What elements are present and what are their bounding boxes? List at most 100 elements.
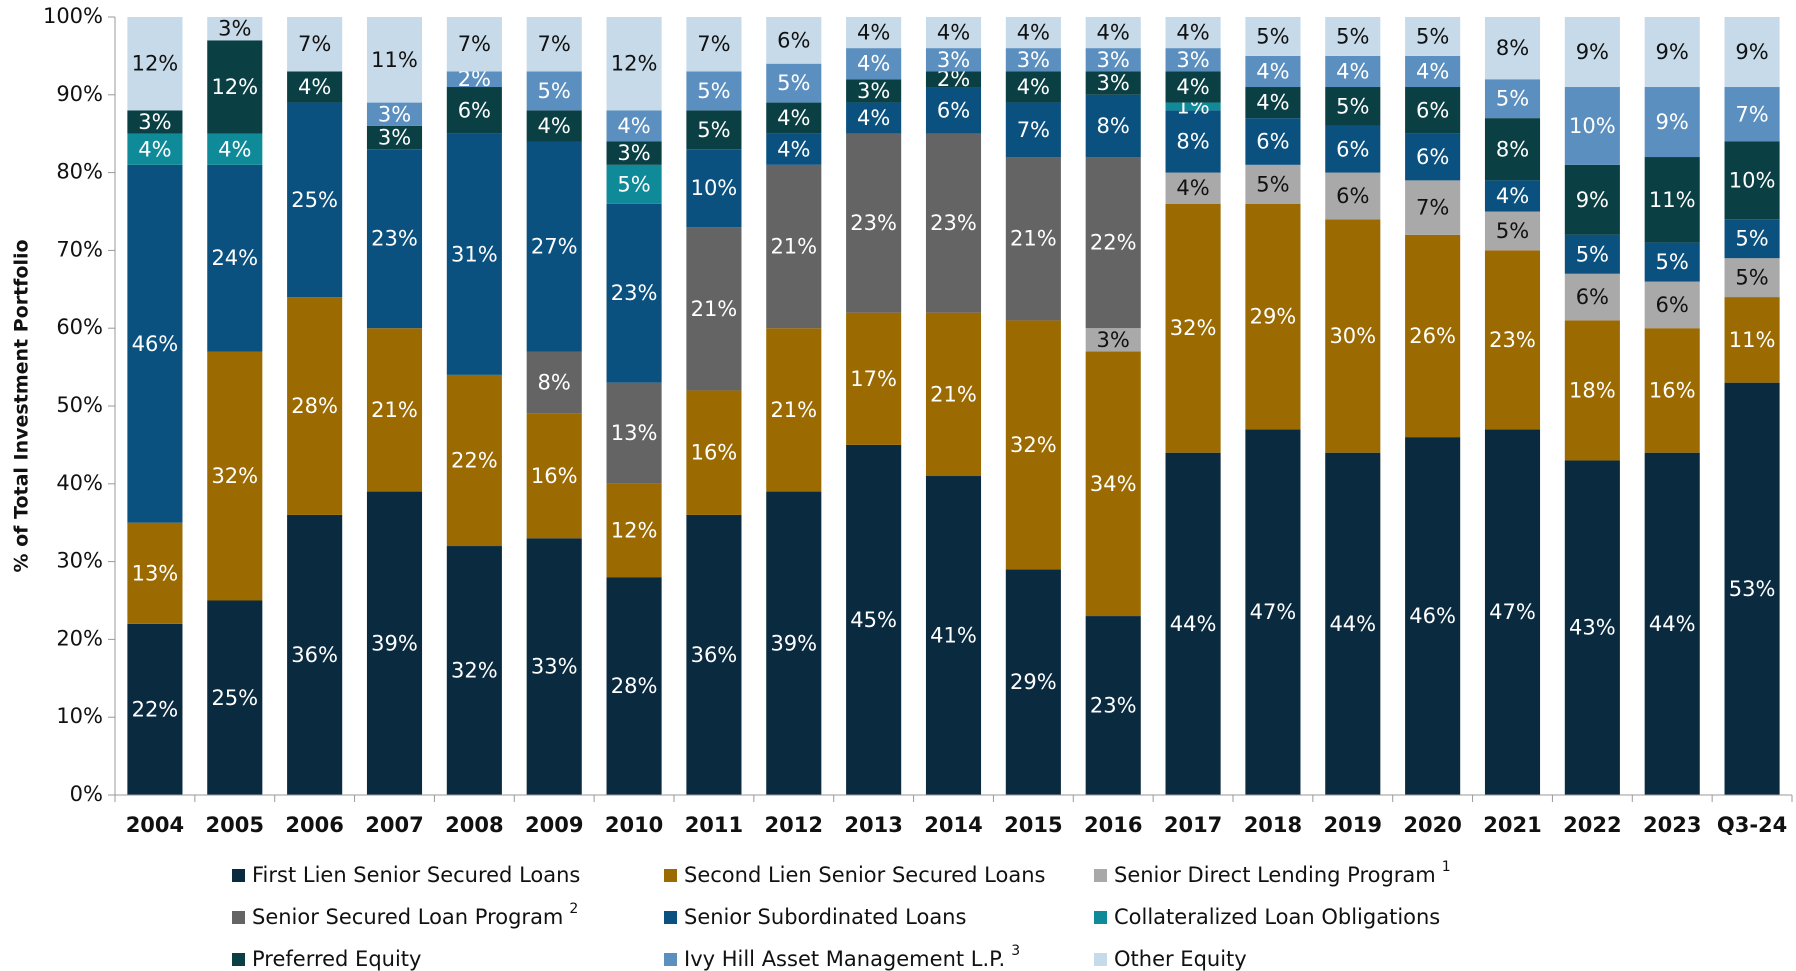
- bar-segment: [925, 48, 982, 72]
- data-label: 4%: [1017, 75, 1050, 99]
- y-tick-label: 90%: [56, 82, 103, 106]
- bar-segment: [846, 444, 902, 795]
- bar-segment: [1245, 17, 1301, 56]
- data-label: 5%: [777, 71, 810, 95]
- bar-segment: [1724, 17, 1780, 88]
- bar-segment: [1484, 180, 1541, 212]
- bar-segment: [1085, 157, 1141, 329]
- data-label: 21%: [1010, 227, 1057, 251]
- bar-segment: [1005, 569, 1061, 795]
- y-tick-label: 0%: [70, 782, 103, 806]
- y-tick-label: 70%: [56, 237, 103, 261]
- legend-name: Collateralized Loan Obligations: [1114, 905, 1440, 929]
- data-label: 47%: [1489, 600, 1536, 624]
- data-label: 22%: [451, 448, 498, 472]
- bar-segment: [1724, 297, 1780, 383]
- data-label: 21%: [691, 297, 738, 321]
- bar-segment: [1325, 219, 1381, 453]
- bar-segment: [287, 17, 343, 72]
- bar-segment: [1005, 320, 1061, 570]
- bar-segment: [1165, 71, 1221, 103]
- data-label: 10%: [691, 176, 738, 200]
- data-label: 7%: [1416, 196, 1449, 220]
- data-label: 7%: [1017, 118, 1050, 142]
- data-label: 5%: [1656, 250, 1689, 274]
- data-label: 27%: [531, 235, 578, 259]
- data-label: 6%: [1256, 129, 1289, 153]
- data-label: 5%: [1735, 227, 1768, 251]
- bar-segment: [526, 17, 582, 72]
- bar-segment: [766, 133, 822, 165]
- data-label: 34%: [1090, 472, 1137, 496]
- bar-segment: [1405, 87, 1461, 134]
- bar-segment: [1165, 203, 1221, 453]
- data-label: 4%: [218, 137, 251, 161]
- data-label: 4%: [538, 114, 571, 138]
- data-label: 31%: [451, 242, 498, 266]
- legend-swatch: [664, 953, 677, 966]
- bar-segment: [287, 297, 343, 515]
- bar-segment: [1325, 87, 1381, 126]
- data-label: 6%: [458, 98, 491, 122]
- legend-swatch: [232, 911, 245, 924]
- bar-segment: [606, 483, 662, 578]
- data-label: 5%: [1336, 94, 1369, 118]
- bar-segment: [1085, 17, 1141, 49]
- data-label: 46%: [1409, 604, 1456, 628]
- x-tick-label: 2013: [844, 813, 902, 837]
- bar-segment: [686, 149, 742, 228]
- data-label: 23%: [850, 211, 897, 235]
- bar-segment: [606, 141, 662, 165]
- bar-segment: [526, 71, 582, 111]
- y-tick-label: 60%: [56, 315, 103, 339]
- bar-segment: [686, 227, 742, 391]
- data-label: 6%: [777, 28, 810, 52]
- bar-segment: [1564, 234, 1620, 274]
- data-label: 6%: [1656, 293, 1689, 317]
- legend-swatch: [664, 911, 677, 924]
- data-label: 11%: [1649, 188, 1696, 212]
- bar-segment: [1484, 250, 1541, 430]
- data-label: 32%: [1170, 316, 1217, 340]
- bar-segment: [366, 328, 423, 492]
- data-label: 4%: [1336, 59, 1369, 83]
- legend-label: Collateralized Loan Obligations: [1114, 905, 1440, 929]
- data-label: 5%: [1416, 24, 1449, 48]
- data-label: 8%: [1176, 129, 1209, 153]
- bar-segment: [766, 102, 822, 134]
- legend-label: Other Equity: [1114, 947, 1247, 971]
- data-label: 36%: [291, 643, 338, 667]
- data-label: 4%: [298, 75, 331, 99]
- bar-segment: [207, 351, 263, 601]
- y-tick-label: 50%: [56, 393, 103, 417]
- bar-segment: [766, 328, 822, 492]
- bar-segment: [1005, 48, 1061, 72]
- bar-segment: [846, 17, 902, 49]
- data-label: 5%: [617, 172, 650, 196]
- data-label: 5%: [1256, 24, 1289, 48]
- bar-segment: [1005, 17, 1061, 49]
- data-label: 32%: [211, 464, 258, 488]
- bar-segment: [686, 17, 742, 72]
- x-tick-label: 2005: [206, 813, 264, 837]
- bar-segment: [1644, 328, 1700, 453]
- data-label: 18%: [1569, 378, 1616, 402]
- data-label: 12%: [211, 75, 258, 99]
- data-label: 6%: [937, 98, 970, 122]
- bar-segment: [925, 312, 982, 477]
- bar-segment: [207, 133, 263, 165]
- data-label: 44%: [1649, 612, 1696, 636]
- bar-segment: [1484, 429, 1541, 795]
- data-label: 47%: [1250, 600, 1297, 624]
- data-label: 12%: [611, 52, 658, 76]
- data-label: 53%: [1729, 577, 1776, 601]
- legend-label: Senior Secured Loan Program 2: [252, 901, 578, 929]
- bar-segment: [127, 17, 183, 111]
- data-label: 3%: [218, 17, 251, 41]
- legend-footnote: 3: [1011, 943, 1020, 959]
- data-label: 36%: [691, 643, 738, 667]
- data-label: 6%: [1416, 98, 1449, 122]
- bar-segment: [766, 491, 822, 795]
- legend-name: First Lien Senior Secured Loans: [252, 863, 580, 887]
- legend-swatch: [1094, 869, 1107, 882]
